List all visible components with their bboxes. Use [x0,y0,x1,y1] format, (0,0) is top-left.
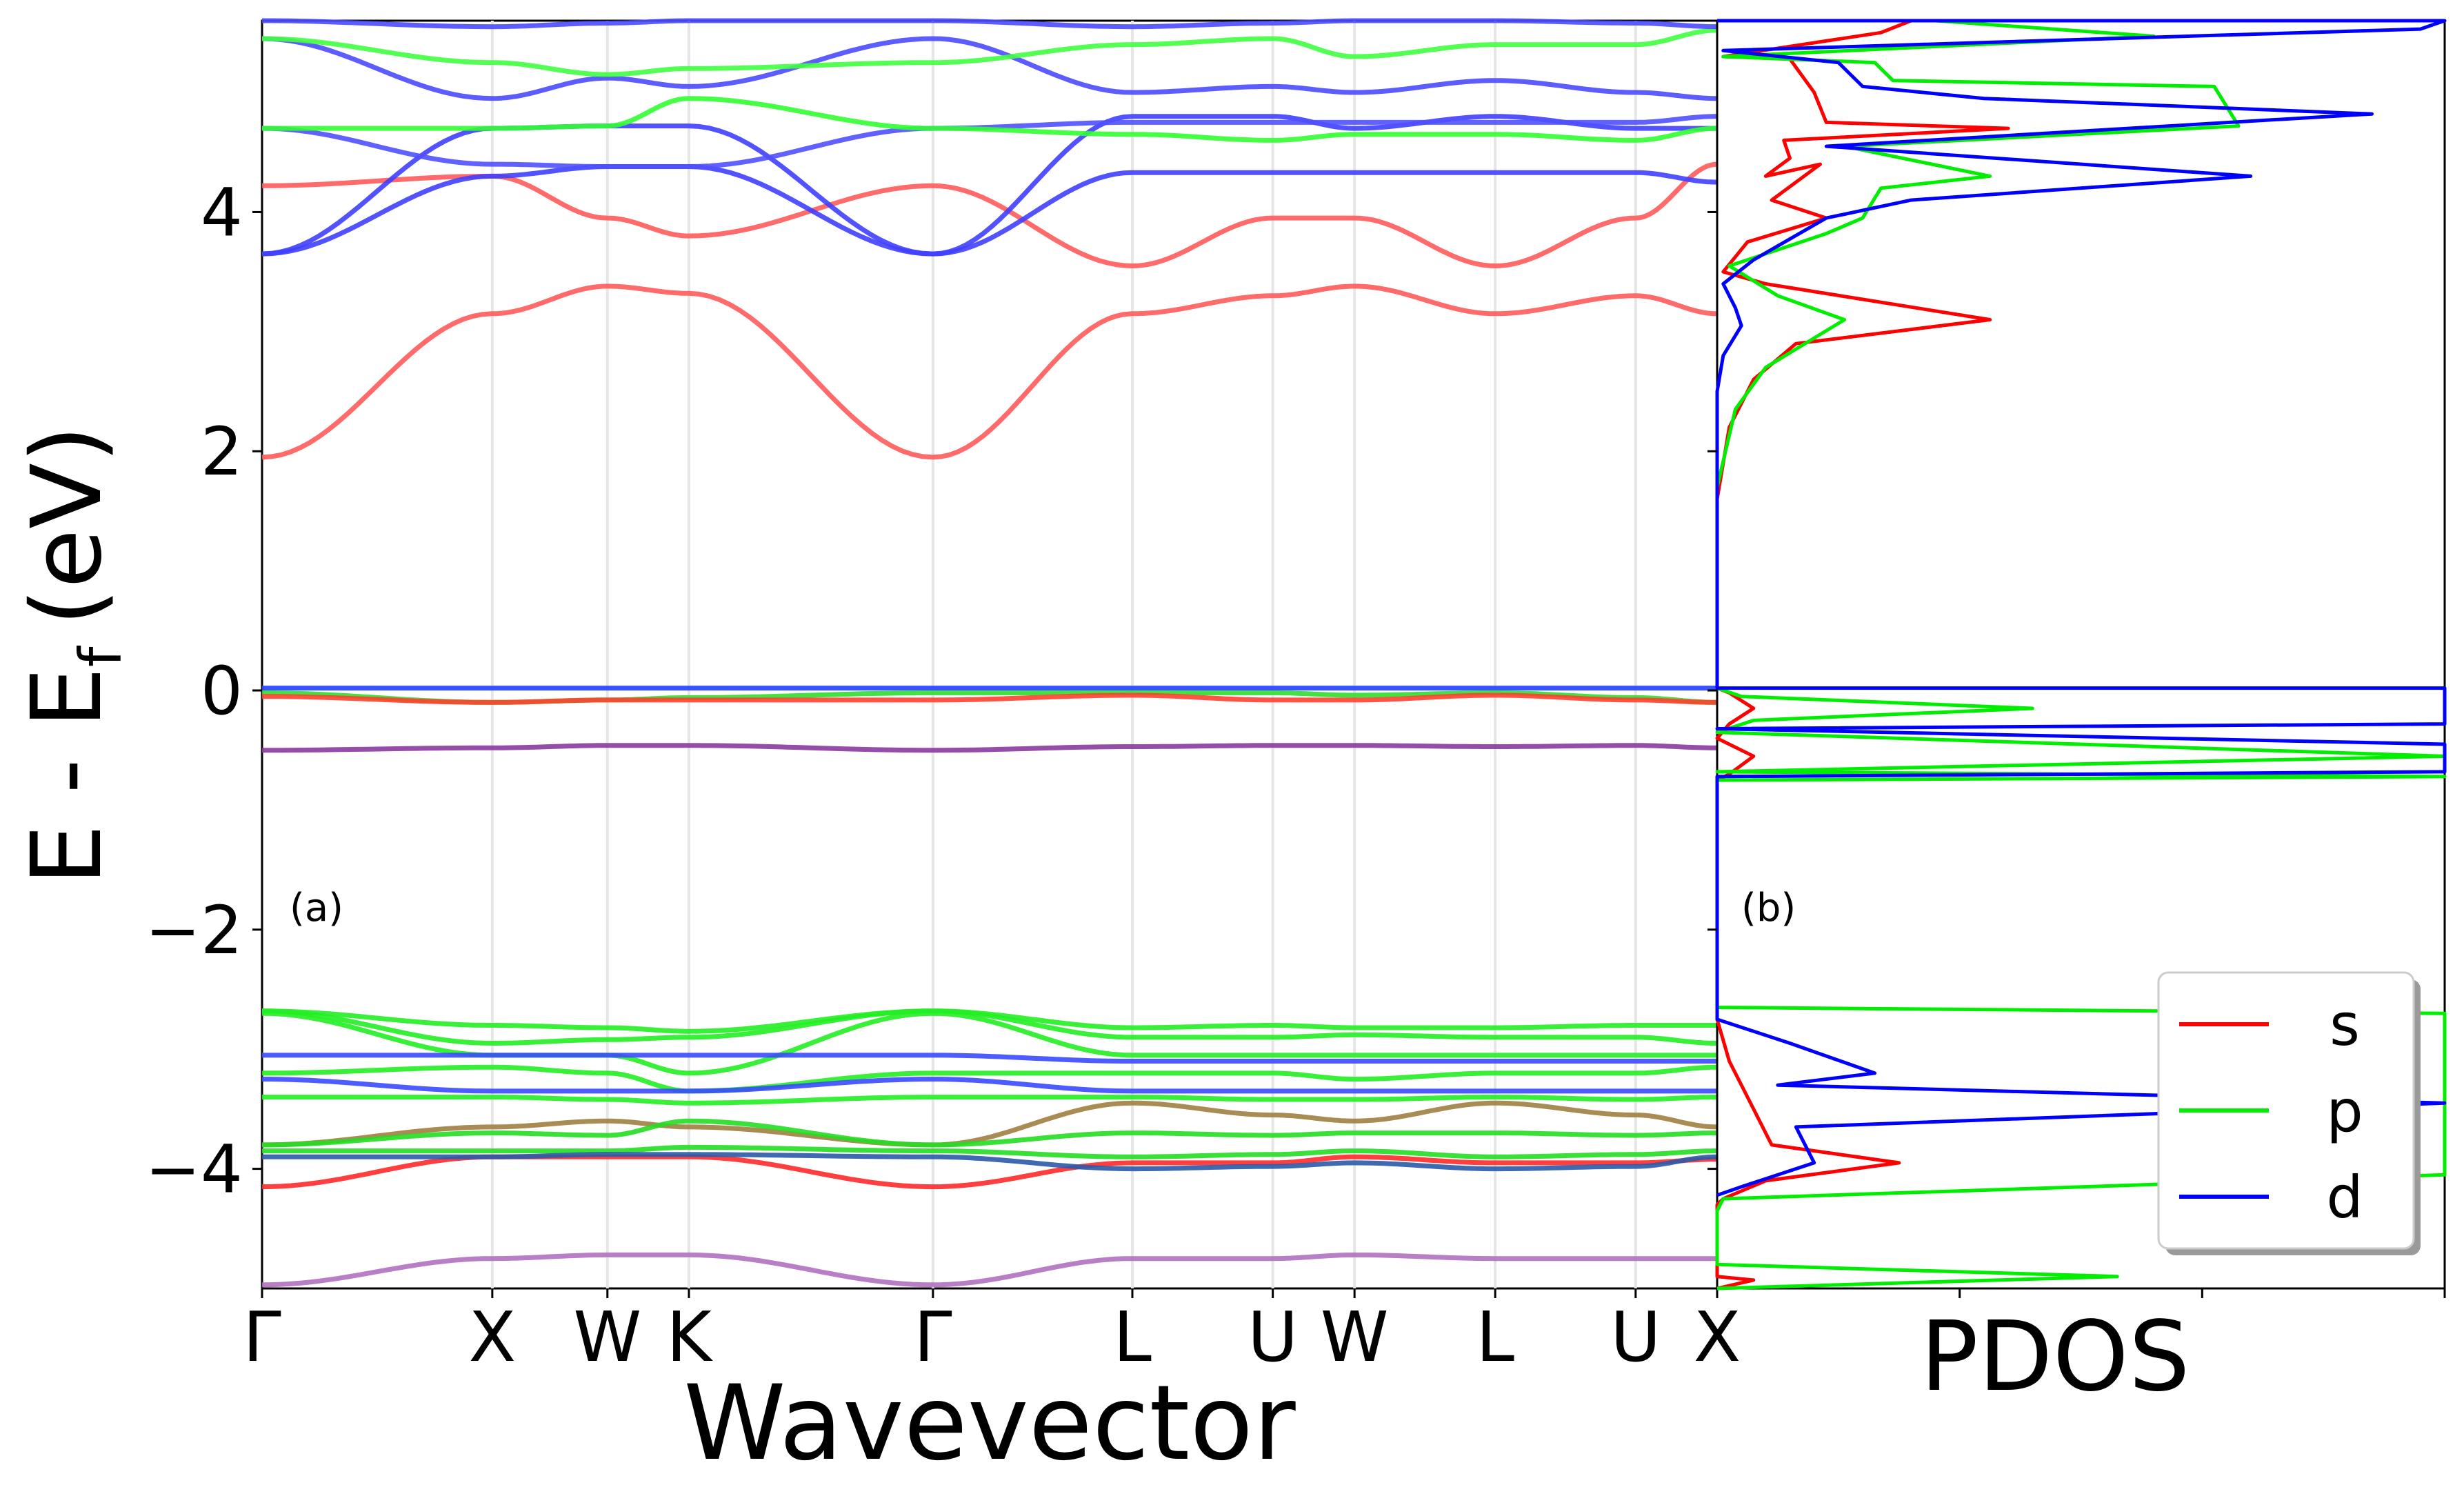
band-y-ticks: 4 2 0 −2 −4 [145,174,262,1208]
legend-label-s: s [2330,991,2360,1059]
band-line-cb-p2 [261,28,1718,77]
band-line-vb-p1 [261,1008,1717,1034]
band-line-vb-d3 [262,1152,1717,1172]
kpoint-label: U [1248,1297,1298,1377]
legend-label-p: p [2326,1077,2363,1145]
band-line-vb-p7 [262,1144,1717,1159]
legend: spd [2157,971,2421,1255]
pdos-ticks [1707,210,2446,1298]
pdos-line-p [1715,19,2447,1290]
y-tick-label: −4 [145,1131,243,1208]
kpoint-label: Γ [914,1297,952,1377]
pdos-x-axis-label: PDOS [1920,1301,2190,1413]
kpoint-label: X [469,1297,517,1377]
legend-box [2157,971,2415,1250]
kpoint-label: X [1694,1297,1741,1377]
band-line-cb-p1 [262,96,1717,143]
band-line-cb-d4 [261,36,1717,101]
y-tick-label: 0 [201,652,243,730]
band-line-cb-d2 [261,114,1717,257]
band-panel-label: (a) [290,886,343,930]
band-line-cb-s [261,283,1718,460]
band-lines [261,18,1718,1288]
y-label-subscript: f [67,645,134,667]
y-label-main: E - E [11,667,123,885]
band-line-vb-d2 [262,1077,1717,1094]
pdos-lines [1715,19,2447,1290]
kpoint-label: W [1321,1297,1389,1377]
band-line-flat-4 [262,743,1717,753]
band-line-vb-p2 [261,1008,1717,1046]
kpoint-label: U [1610,1297,1661,1377]
band-x-axis-label: Wavevector [683,1364,1296,1484]
band-line-cb-d5 [262,18,1718,30]
pdos-panel-label: (b) [1741,886,1796,930]
y-tick-label: 4 [201,174,243,251]
y-tick-label: 2 [201,413,243,490]
legend-items: spd [2179,991,2363,1231]
kpoint-label: W [573,1297,641,1377]
band-line-cb-d3 [261,114,1718,169]
band-line-cb-s2 [261,161,1718,268]
kpoint-label: K [666,1297,713,1377]
kpoint-label: L [1476,1297,1514,1377]
pdos-line-s [1715,19,2010,1290]
band-line-flat-3 [262,692,1718,705]
y-tick-label: −2 [145,892,243,969]
pdos-line-d [1715,19,2447,1197]
kpoint-label: L [1113,1297,1152,1377]
kpoint-label: Γ [243,1297,281,1377]
band-line-vb-d1 [262,1053,1717,1064]
band-line-vb-p5 [262,1095,1717,1106]
legend-label-d: d [2326,1164,2363,1231]
pdos-panel: (b) PDOS spd [1707,19,2447,1413]
band-y-axis-label: E - Ef (eV) [11,425,134,885]
y-label-unit: (eV) [11,425,123,626]
band-line-vb-sp1 [261,1100,1718,1148]
band-line-vb-p4 [261,1064,1718,1094]
band-line-cb-d1 [261,164,1718,257]
band-line-vb-p6 [262,1118,1717,1148]
band-line-vb-low [261,1252,1717,1288]
